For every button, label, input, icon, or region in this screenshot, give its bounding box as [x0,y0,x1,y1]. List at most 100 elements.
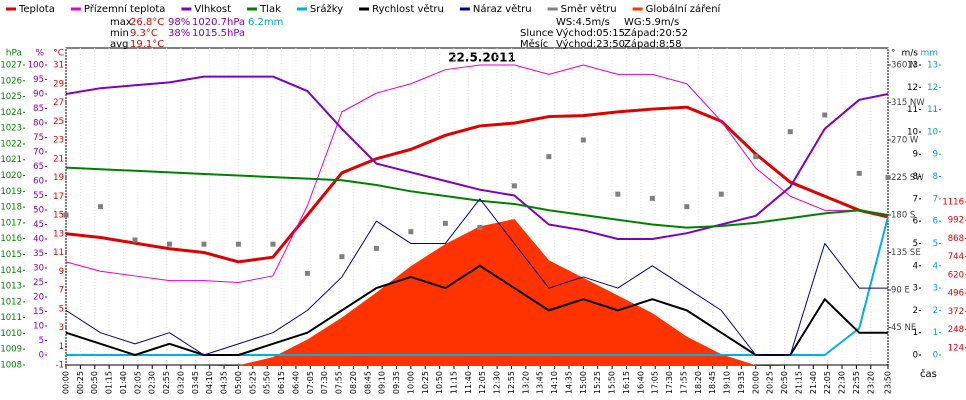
x-tick-label: 02:55 [162,371,171,394]
y-tick-label: 1 [913,328,918,338]
direction-point [885,175,891,180]
legend-label: Globální záření [646,3,722,15]
y-tick-label: 5 [933,239,938,249]
y-tick-label: 180 S [891,211,915,221]
x-tick-label: 03:20 [176,371,185,394]
x-tick-label: 04:35 [220,371,229,394]
y-tick-label: 11 [927,105,938,115]
direction-point [615,191,621,197]
series-line [65,198,888,356]
axis-unit: ° [891,49,896,59]
x-tick-label: 17:55 [679,371,688,394]
x-tick-label: 05:00 [234,371,243,394]
y-tick-label: 1018 [0,203,22,213]
x-tick-label: 07:05 [306,371,315,394]
y-tick-label: 7 [933,194,938,204]
y-tick-label: 95 [33,75,44,85]
wind-stat: WG:5.9m/s [624,17,679,28]
y-tick-label: 1 [933,328,938,338]
x-tick-label: 08:45 [363,371,372,394]
series-area [66,219,888,366]
y-tick-label: 27 [53,98,64,108]
x-tick-label: 13:20 [521,371,530,394]
direction-point [718,191,724,197]
y-tick-label: 17 [53,192,64,202]
y-tick-label: 25 [33,278,44,288]
x-tick-label: 07:55 [335,371,344,394]
stat: avg [110,39,128,50]
y-tick-label: 6 [913,217,918,227]
y-tick-label: 5 [913,239,918,249]
y-tick-label: 1016 [0,234,22,244]
y-tick-label: 23 [53,136,64,146]
y-tick-label: 19 [53,173,64,183]
axis-unit: hPa [6,49,22,59]
y-tick-label: 10 [907,127,918,137]
y-tick-label: 35 [33,249,44,259]
direction-point [235,241,241,247]
y-tick-label: 21 [53,154,64,164]
x-tick-label: 14:35 [564,371,573,394]
x-tick-label: 22:05 [823,371,832,394]
x-tick-label: 20:00 [751,371,760,394]
y-tick-label: 10 [33,322,44,332]
x-tick-label: 21:15 [794,371,803,394]
direction-point [373,245,379,251]
y-tick-label: 1116 [942,198,964,208]
legend-label: Srážky [310,3,343,15]
direction-point [649,195,655,201]
axis-unit: m/s [902,49,919,59]
moon-info: Měsíc [520,38,548,50]
y-tick-label: 11 [907,105,918,115]
y-tick-label: 9 [59,267,64,277]
legend-label: Teplota [18,4,55,15]
stat: 9.3°C [130,28,158,39]
direction-point [339,254,345,260]
sun-info: Východ:05:15 [556,27,625,39]
y-tick-label: 4 [933,261,938,271]
direction-point [270,241,276,247]
y-tick-label: 13 [927,61,938,71]
wind-stat: WS:4.5m/s [556,17,610,28]
y-tick-label: 0 [39,351,44,361]
direction-point [511,183,517,189]
y-tick-label: 15 [33,307,44,317]
y-tick-label: 1011 [0,313,22,323]
x-tick-label: 15:00 [579,371,588,394]
y-tick-label: 1012 [0,297,22,307]
y-tick-label: 1021 [0,155,22,165]
y-tick-label: 3 [933,284,938,294]
series-line [65,166,889,229]
y-tick-label: 25 [53,117,64,127]
y-tick-label: 1015 [0,250,22,260]
y-tick-label: 7 [913,194,918,204]
direction-point [97,204,103,210]
stat: max [110,17,132,28]
direction-point [477,225,483,230]
x-tick-label: 08:20 [349,371,358,394]
y-tick-label: 2 [913,306,918,316]
x-tick-label: 02:05 [133,371,142,394]
x-tick-label: 06:15 [277,371,286,394]
y-tick-label: 1023 [0,124,22,134]
y-tick-label: 1017 [0,218,22,228]
x-tick-label: 17:05 [651,371,660,394]
y-tick-label: 8 [913,172,918,182]
y-tick-label: 7 [59,286,64,296]
direction-point [822,112,828,118]
y-tick-label: 360 N [891,61,916,71]
stat: 98% [168,17,190,28]
y-tick-label: 12 [907,83,918,93]
y-tick-label: 248 [948,325,964,335]
y-tick-label: 50 [33,206,44,216]
series-line [65,64,889,283]
y-tick-label: 12 [927,83,938,93]
x-tick-label: 18:45 [708,371,717,394]
chart-title: 22.5.2011 [448,51,516,65]
y-tick-label: 90 E [891,286,910,296]
y-tick-label: 135 SE [891,248,921,258]
x-tick-label: 11:15 [450,371,459,394]
legend-label: Náraz větru [473,3,532,15]
x-tick-label: 02:30 [148,371,157,394]
x-tick-label: 06:40 [291,371,300,394]
